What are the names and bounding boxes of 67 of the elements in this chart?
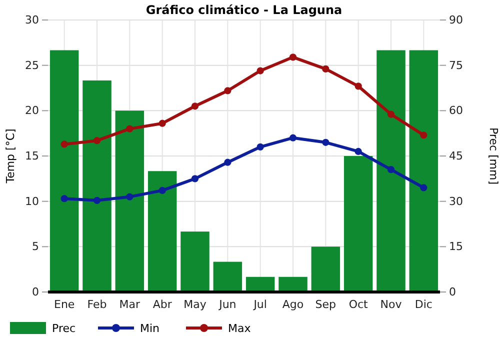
x-tick-label: Jul [252,298,267,311]
bar [148,171,177,292]
y-tick-label: 5 [32,240,39,254]
y-tick-label: 30 [25,14,39,27]
point [354,82,362,90]
point [93,137,101,144]
y-tick-label: 25 [25,58,39,72]
bar [115,110,144,292]
y-tick-label: 0 [32,286,39,299]
bar [311,246,340,292]
y2-axis-title: Prec [mm] [487,127,500,185]
x-tick-label: May [184,298,207,311]
point [224,87,232,94]
y-tick-label: 10 [25,194,39,208]
y2-tick-label: 60 [449,104,463,118]
point [387,166,395,174]
bar [180,232,210,292]
point [289,54,297,61]
x-tick-label: Ago [282,298,304,311]
point [158,120,166,127]
point [289,134,297,142]
point [191,175,199,182]
y2-tick-label: 0 [449,286,456,299]
y2-tick-label: 15 [449,240,463,254]
point [420,184,428,192]
point [322,65,330,73]
point [322,138,330,146]
y2-tick-label: 90 [449,14,463,27]
bar [213,262,242,292]
point [60,195,68,202]
legend-label: Min [140,322,160,335]
point [126,193,134,200]
point [93,196,101,204]
bar [278,276,308,292]
point [420,132,428,139]
point [256,67,264,74]
x-tick-label: Ene [54,298,75,311]
y-tick-label: 20 [25,104,39,118]
x-tick-label: Mar [119,298,141,311]
bar [50,50,79,292]
y2-tick-label: 30 [449,194,463,208]
point [126,125,134,132]
bar [344,156,373,292]
x-tick-label: Sep [315,298,336,311]
legend-label: Max [228,322,252,335]
x-tick-label: Abr [152,298,172,311]
x-tick-label: Feb [87,298,107,311]
bar [82,80,112,292]
chart-title: Gráfico climático - La Laguna [146,3,342,17]
x-tick-label: Nov [380,298,402,311]
point [224,158,232,166]
point [387,110,395,118]
bar [376,50,406,292]
point [256,143,264,150]
x-tick-label: Oct [348,298,369,311]
x-tick-label: Dic [414,298,432,311]
y2-tick-label: 75 [449,58,463,72]
point [158,186,166,194]
bar [409,50,438,292]
y-tick-label: 15 [25,150,39,163]
y-axis-title: Temp [°C] [4,128,17,184]
legend-label: Prec [52,322,76,335]
x-tick-label: Jun [218,298,236,311]
point [354,148,362,156]
point [191,102,199,110]
point [60,140,68,148]
y2-tick-label: 45 [449,150,463,163]
